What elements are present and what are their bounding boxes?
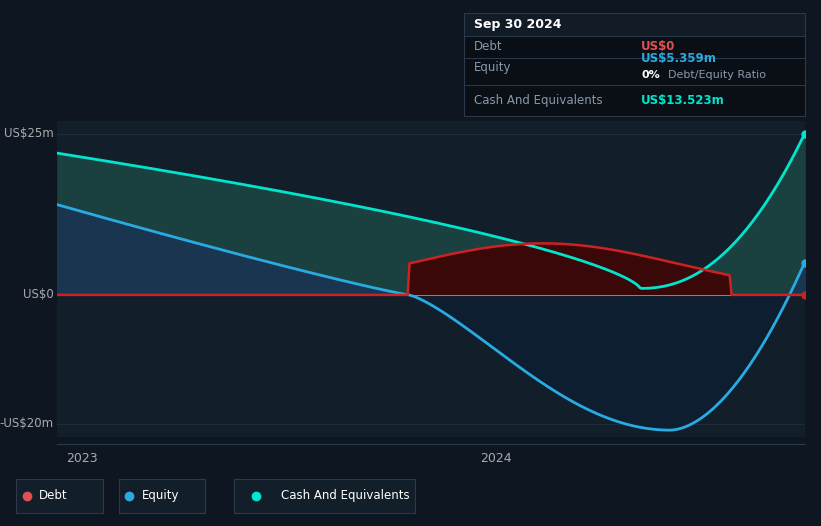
Text: US$25m: US$25m xyxy=(3,127,53,140)
Text: 2024: 2024 xyxy=(480,452,512,466)
Text: Cash And Equivalents: Cash And Equivalents xyxy=(474,94,603,107)
Text: Debt: Debt xyxy=(39,489,67,502)
Text: Sep 30 2024: Sep 30 2024 xyxy=(474,18,562,31)
Text: 2023: 2023 xyxy=(66,452,98,466)
Text: US$13.523m: US$13.523m xyxy=(641,94,725,107)
Text: US$0: US$0 xyxy=(641,41,676,54)
Text: US$5.359m: US$5.359m xyxy=(641,52,717,65)
Text: Debt/Equity Ratio: Debt/Equity Ratio xyxy=(668,69,766,80)
Text: Cash And Equivalents: Cash And Equivalents xyxy=(281,489,410,502)
Text: -US$20m: -US$20m xyxy=(0,417,53,430)
Text: Equity: Equity xyxy=(474,61,511,74)
Bar xyxy=(464,13,805,36)
Text: 0%: 0% xyxy=(641,69,660,80)
Text: US$0: US$0 xyxy=(23,288,53,301)
Text: Debt: Debt xyxy=(474,41,502,54)
Text: Equity: Equity xyxy=(141,489,179,502)
